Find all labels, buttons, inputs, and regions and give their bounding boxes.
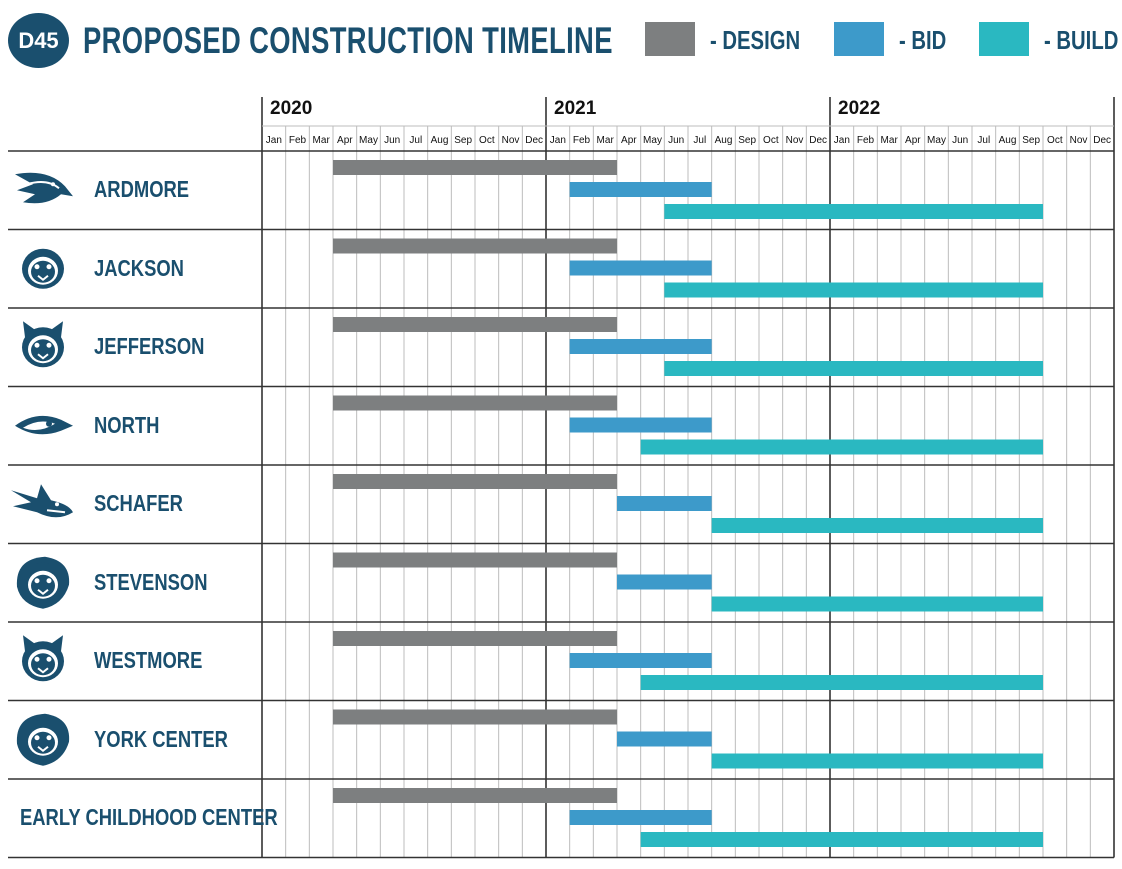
month-label: Dec (809, 135, 827, 146)
header: D45 PROPOSED CONSTRUCTION TIMELINE - DES… (0, 0, 1122, 84)
bar-build (711, 596, 1043, 612)
month-label: Aug (431, 135, 449, 146)
bar-bid (617, 574, 712, 590)
school-name: WESTMORE (94, 647, 203, 674)
bar-build (711, 753, 1043, 769)
month-label: Jul (409, 135, 422, 146)
bar-build (711, 518, 1043, 533)
wildcat-icon (22, 321, 64, 368)
school-name: NORTH (94, 411, 160, 438)
shark-icon (11, 484, 73, 518)
bar-design (333, 552, 617, 568)
month-label: Mar (597, 135, 615, 146)
month-label: Nov (1070, 135, 1088, 146)
school-name: EARLY CHILDHOOD CENTER (20, 804, 278, 831)
month-label: Sep (738, 135, 756, 146)
bar-design (333, 395, 617, 411)
month-label: Oct (479, 135, 495, 146)
month-label: Sep (454, 135, 472, 146)
month-label: Mar (313, 135, 331, 146)
month-label: Feb (289, 135, 307, 146)
bar-design (333, 160, 617, 175)
school-name: YORK CENTER (94, 725, 228, 752)
month-label: Jul (977, 135, 990, 146)
month-label: Feb (573, 135, 591, 146)
bar-bid (617, 731, 712, 747)
bar-build (664, 361, 1043, 376)
year-label: 2021 (554, 98, 597, 119)
month-label: May (643, 135, 662, 146)
page-title: PROPOSED CONSTRUCTION TIMELINE (83, 20, 613, 61)
legend-swatch-bid (834, 22, 884, 56)
lion-icon (16, 713, 70, 766)
month-label: Jul (693, 135, 706, 146)
bar-design (333, 709, 617, 725)
month-label: Oct (763, 135, 779, 146)
bar-design (333, 238, 617, 254)
bar-build (664, 282, 1043, 298)
district-logo-badge: D45 (8, 13, 69, 68)
month-label: Dec (1093, 135, 1111, 146)
month-label: Sep (1022, 135, 1040, 146)
month-label: Jan (550, 135, 566, 146)
school-name: JACKSON (94, 254, 184, 281)
lion-icon (16, 556, 70, 609)
month-label: Jan (266, 135, 282, 146)
month-label: Nov (502, 135, 520, 146)
bar-bid (569, 182, 712, 197)
month-label: Apr (621, 135, 637, 146)
bar-build (640, 832, 1043, 847)
month-label: Jun (952, 135, 968, 146)
eagle-icon (15, 172, 73, 204)
month-label: Oct (1047, 135, 1063, 146)
legend-label-build: - BUILD (1044, 25, 1119, 55)
bar-design (333, 631, 617, 646)
bar-design (333, 788, 617, 803)
penguin-icon (15, 415, 73, 435)
bar-bid (569, 653, 712, 668)
school-name: STEVENSON (94, 568, 208, 595)
lynx-icon (22, 635, 64, 682)
bar-bid (569, 339, 712, 354)
month-label: Jun (668, 135, 684, 146)
month-label: Dec (525, 135, 543, 146)
logo-text: D45 (18, 27, 59, 53)
bar-build (640, 439, 1043, 455)
legend-swatch-build (979, 22, 1029, 56)
bar-bid (569, 260, 712, 276)
month-label: Jun (384, 135, 400, 146)
legend-label-bid: - BID (899, 25, 947, 55)
month-label: Feb (857, 135, 875, 146)
month-label: Jan (834, 135, 850, 146)
jaguar-icon (22, 248, 64, 289)
year-label: 2020 (270, 98, 312, 119)
bar-bid (617, 496, 712, 511)
legend-label-design: - DESIGN (710, 25, 801, 55)
month-label: Nov (786, 135, 804, 146)
month-label: Apr (337, 135, 353, 146)
legend-swatch-design (645, 22, 695, 56)
bar-bid (569, 417, 712, 433)
school-name: JEFFERSON (94, 333, 205, 360)
month-label: May (927, 135, 946, 146)
bar-build (664, 204, 1043, 219)
bar-design (333, 474, 617, 489)
school-name: ARDMORE (94, 176, 190, 203)
month-label: Aug (715, 135, 733, 146)
bar-bid (569, 810, 712, 825)
month-label: Mar (881, 135, 899, 146)
bar-design (333, 317, 617, 332)
month-label: May (359, 135, 378, 146)
bar-build (640, 675, 1043, 690)
month-label: Apr (905, 135, 921, 146)
year-label: 2022 (838, 98, 880, 119)
school-name: SCHAFER (94, 490, 183, 517)
month-label: Aug (999, 135, 1017, 146)
